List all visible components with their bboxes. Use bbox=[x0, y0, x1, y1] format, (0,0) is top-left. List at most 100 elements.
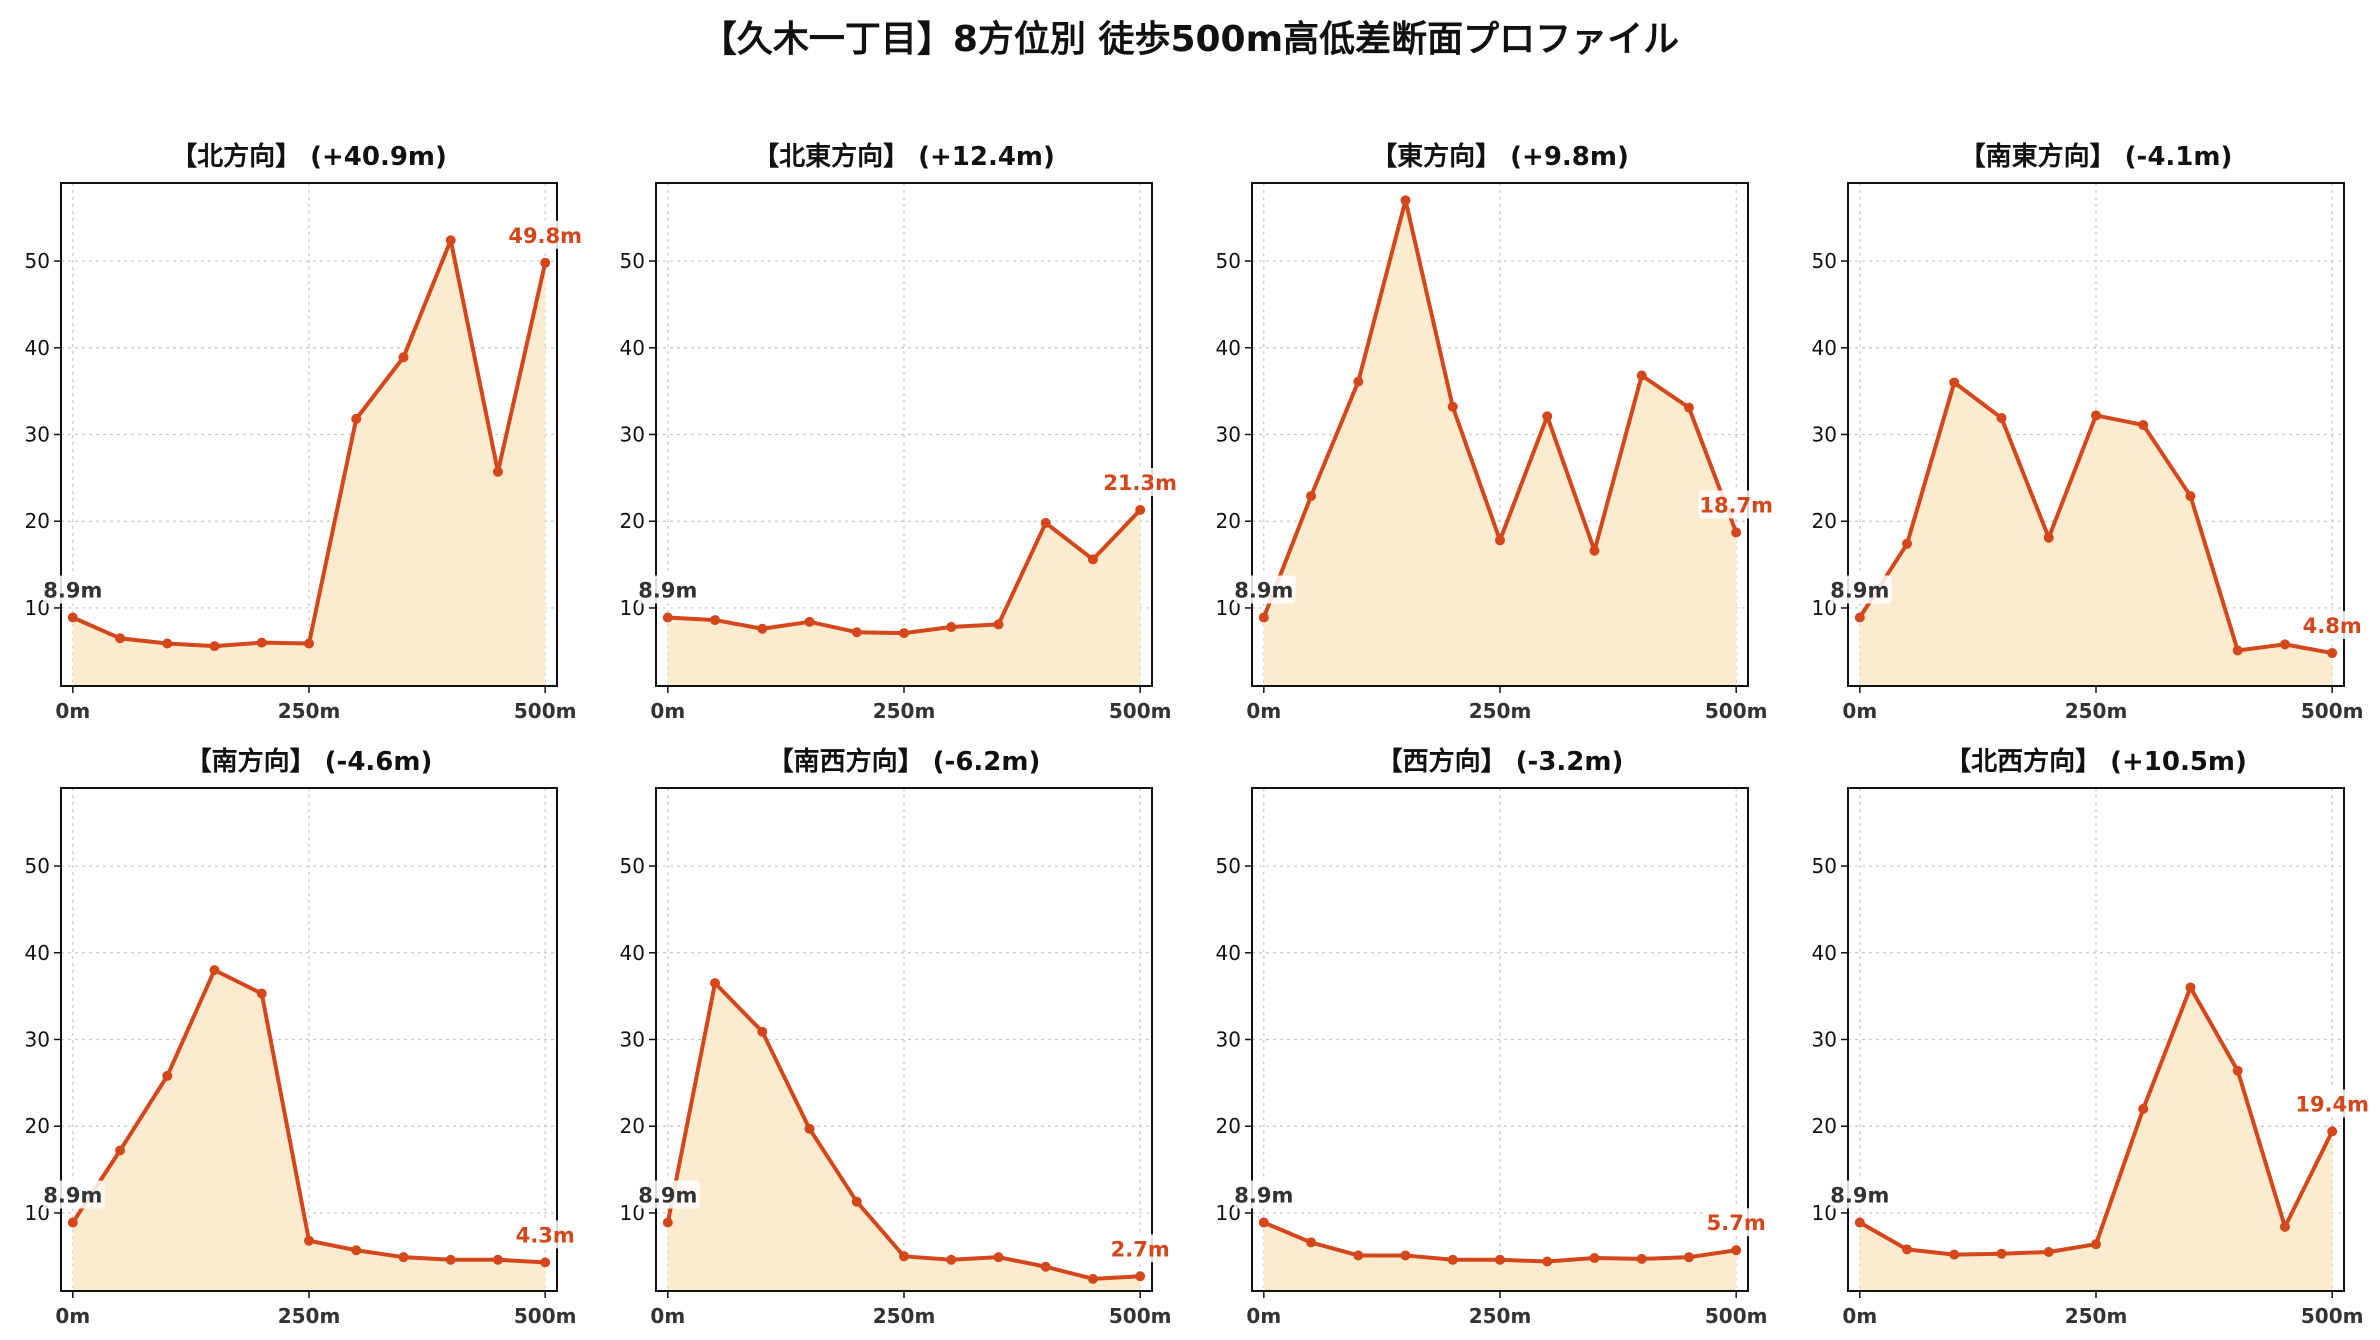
x-tick-label: 250m bbox=[873, 1304, 936, 1328]
data-point bbox=[2327, 1126, 2338, 1137]
y-tick-label: 20 bbox=[1812, 509, 1837, 533]
x-tick-label: 0m bbox=[55, 699, 90, 723]
end-label-box bbox=[1705, 1208, 1768, 1237]
data-point bbox=[1087, 554, 1098, 565]
y-tick-label: 20 bbox=[25, 1114, 50, 1138]
data-point bbox=[2185, 982, 2196, 993]
x-tick-label: 500m bbox=[1109, 1304, 1172, 1328]
data-point bbox=[1636, 1253, 1647, 1264]
data-point bbox=[1400, 1250, 1411, 1261]
data-point bbox=[162, 1070, 173, 1081]
y-tick-label: 20 bbox=[620, 1114, 645, 1138]
area-fill bbox=[1859, 382, 2333, 686]
x-tick-label: 500m bbox=[1705, 699, 1768, 723]
data-point bbox=[2279, 639, 2290, 650]
x-tick-label: 250m bbox=[2065, 1304, 2128, 1328]
data-point bbox=[1589, 545, 1600, 556]
data-point bbox=[1949, 377, 1960, 388]
y-tick-label: 50 bbox=[620, 854, 645, 878]
end-label-box bbox=[1102, 467, 1178, 496]
y-tick-label: 40 bbox=[25, 941, 50, 965]
end-value-label: 5.7m bbox=[1707, 1211, 1766, 1235]
y-tick-label: 40 bbox=[25, 336, 50, 360]
data-point bbox=[1636, 370, 1647, 381]
y-tick-label: 50 bbox=[620, 249, 645, 273]
x-tick-label: 250m bbox=[278, 1304, 341, 1328]
end-value-label: 19.4m bbox=[2295, 1092, 2369, 1116]
data-point bbox=[757, 1026, 768, 1037]
y-tick-label: 20 bbox=[25, 509, 50, 533]
data-point bbox=[1902, 538, 1913, 549]
data-point bbox=[67, 1217, 78, 1228]
data-point bbox=[1447, 1254, 1458, 1265]
data-point bbox=[445, 1254, 456, 1265]
data-point bbox=[2043, 532, 2054, 543]
start-label-box bbox=[42, 575, 105, 604]
x-tick-label: 0m bbox=[650, 699, 685, 723]
data-point bbox=[2327, 648, 2338, 659]
y-tick-label: 30 bbox=[1216, 423, 1241, 447]
end-label-box bbox=[2301, 611, 2364, 640]
end-value-label: 4.3m bbox=[516, 1223, 575, 1247]
end-label-box bbox=[514, 1220, 577, 1249]
data-point bbox=[1683, 402, 1694, 413]
data-point bbox=[946, 1254, 957, 1265]
data-point bbox=[445, 235, 456, 246]
data-point bbox=[1353, 376, 1364, 387]
y-tick-label: 50 bbox=[25, 249, 50, 273]
end-value-label: 18.7m bbox=[1699, 493, 1773, 517]
start-label-box bbox=[42, 1180, 105, 1209]
data-point bbox=[115, 1145, 126, 1156]
area-fill bbox=[1263, 200, 1737, 686]
y-tick-label: 30 bbox=[1216, 1028, 1241, 1052]
data-point bbox=[540, 1257, 551, 1268]
x-tick-label: 0m bbox=[650, 1304, 685, 1328]
end-label-box bbox=[1698, 490, 1774, 519]
data-point bbox=[1854, 1217, 1865, 1228]
data-point bbox=[1949, 1249, 1960, 1260]
y-tick-label: 40 bbox=[1812, 336, 1837, 360]
x-tick-label: 0m bbox=[1246, 699, 1281, 723]
y-tick-label: 30 bbox=[25, 423, 50, 447]
x-tick-label: 250m bbox=[278, 699, 341, 723]
data-point bbox=[1731, 1245, 1742, 1256]
y-tick-label: 30 bbox=[25, 1028, 50, 1052]
data-point bbox=[1542, 1256, 1553, 1267]
x-tick-label: 250m bbox=[1469, 699, 1532, 723]
data-point bbox=[1135, 1271, 1146, 1282]
x-tick-label: 500m bbox=[514, 1304, 577, 1328]
x-tick-label: 500m bbox=[2301, 699, 2364, 723]
end-label-box bbox=[1109, 1234, 1172, 1263]
y-tick-label: 40 bbox=[1216, 336, 1241, 360]
end-label-box bbox=[2294, 1089, 2370, 1118]
data-point bbox=[1495, 535, 1505, 546]
y-tick-label: 30 bbox=[1812, 1028, 1837, 1052]
data-point bbox=[1542, 411, 1553, 422]
y-tick-label: 30 bbox=[1812, 423, 1837, 447]
x-tick-label: 0m bbox=[55, 1304, 90, 1328]
area-fill bbox=[1859, 987, 2333, 1291]
start-label-box bbox=[1233, 575, 1296, 604]
data-point bbox=[2043, 1246, 2054, 1257]
start-value-label: 8.9m bbox=[1234, 578, 1293, 602]
data-point bbox=[351, 1245, 362, 1256]
y-tick-label: 20 bbox=[1216, 1114, 1241, 1138]
data-point bbox=[710, 978, 721, 989]
panel-title: 【南西方向】 (-6.2m) bbox=[768, 746, 1041, 777]
area-fill bbox=[72, 240, 546, 687]
data-point bbox=[2232, 645, 2243, 656]
data-point bbox=[804, 616, 815, 627]
y-tick-label: 50 bbox=[1216, 249, 1241, 273]
data-point bbox=[1040, 517, 1051, 528]
data-point bbox=[1087, 1273, 1098, 1284]
data-point bbox=[1258, 612, 1269, 623]
area-fill bbox=[667, 983, 1141, 1291]
data-point bbox=[2279, 1221, 2290, 1232]
data-point bbox=[2091, 1239, 2101, 1250]
data-point bbox=[398, 352, 409, 363]
